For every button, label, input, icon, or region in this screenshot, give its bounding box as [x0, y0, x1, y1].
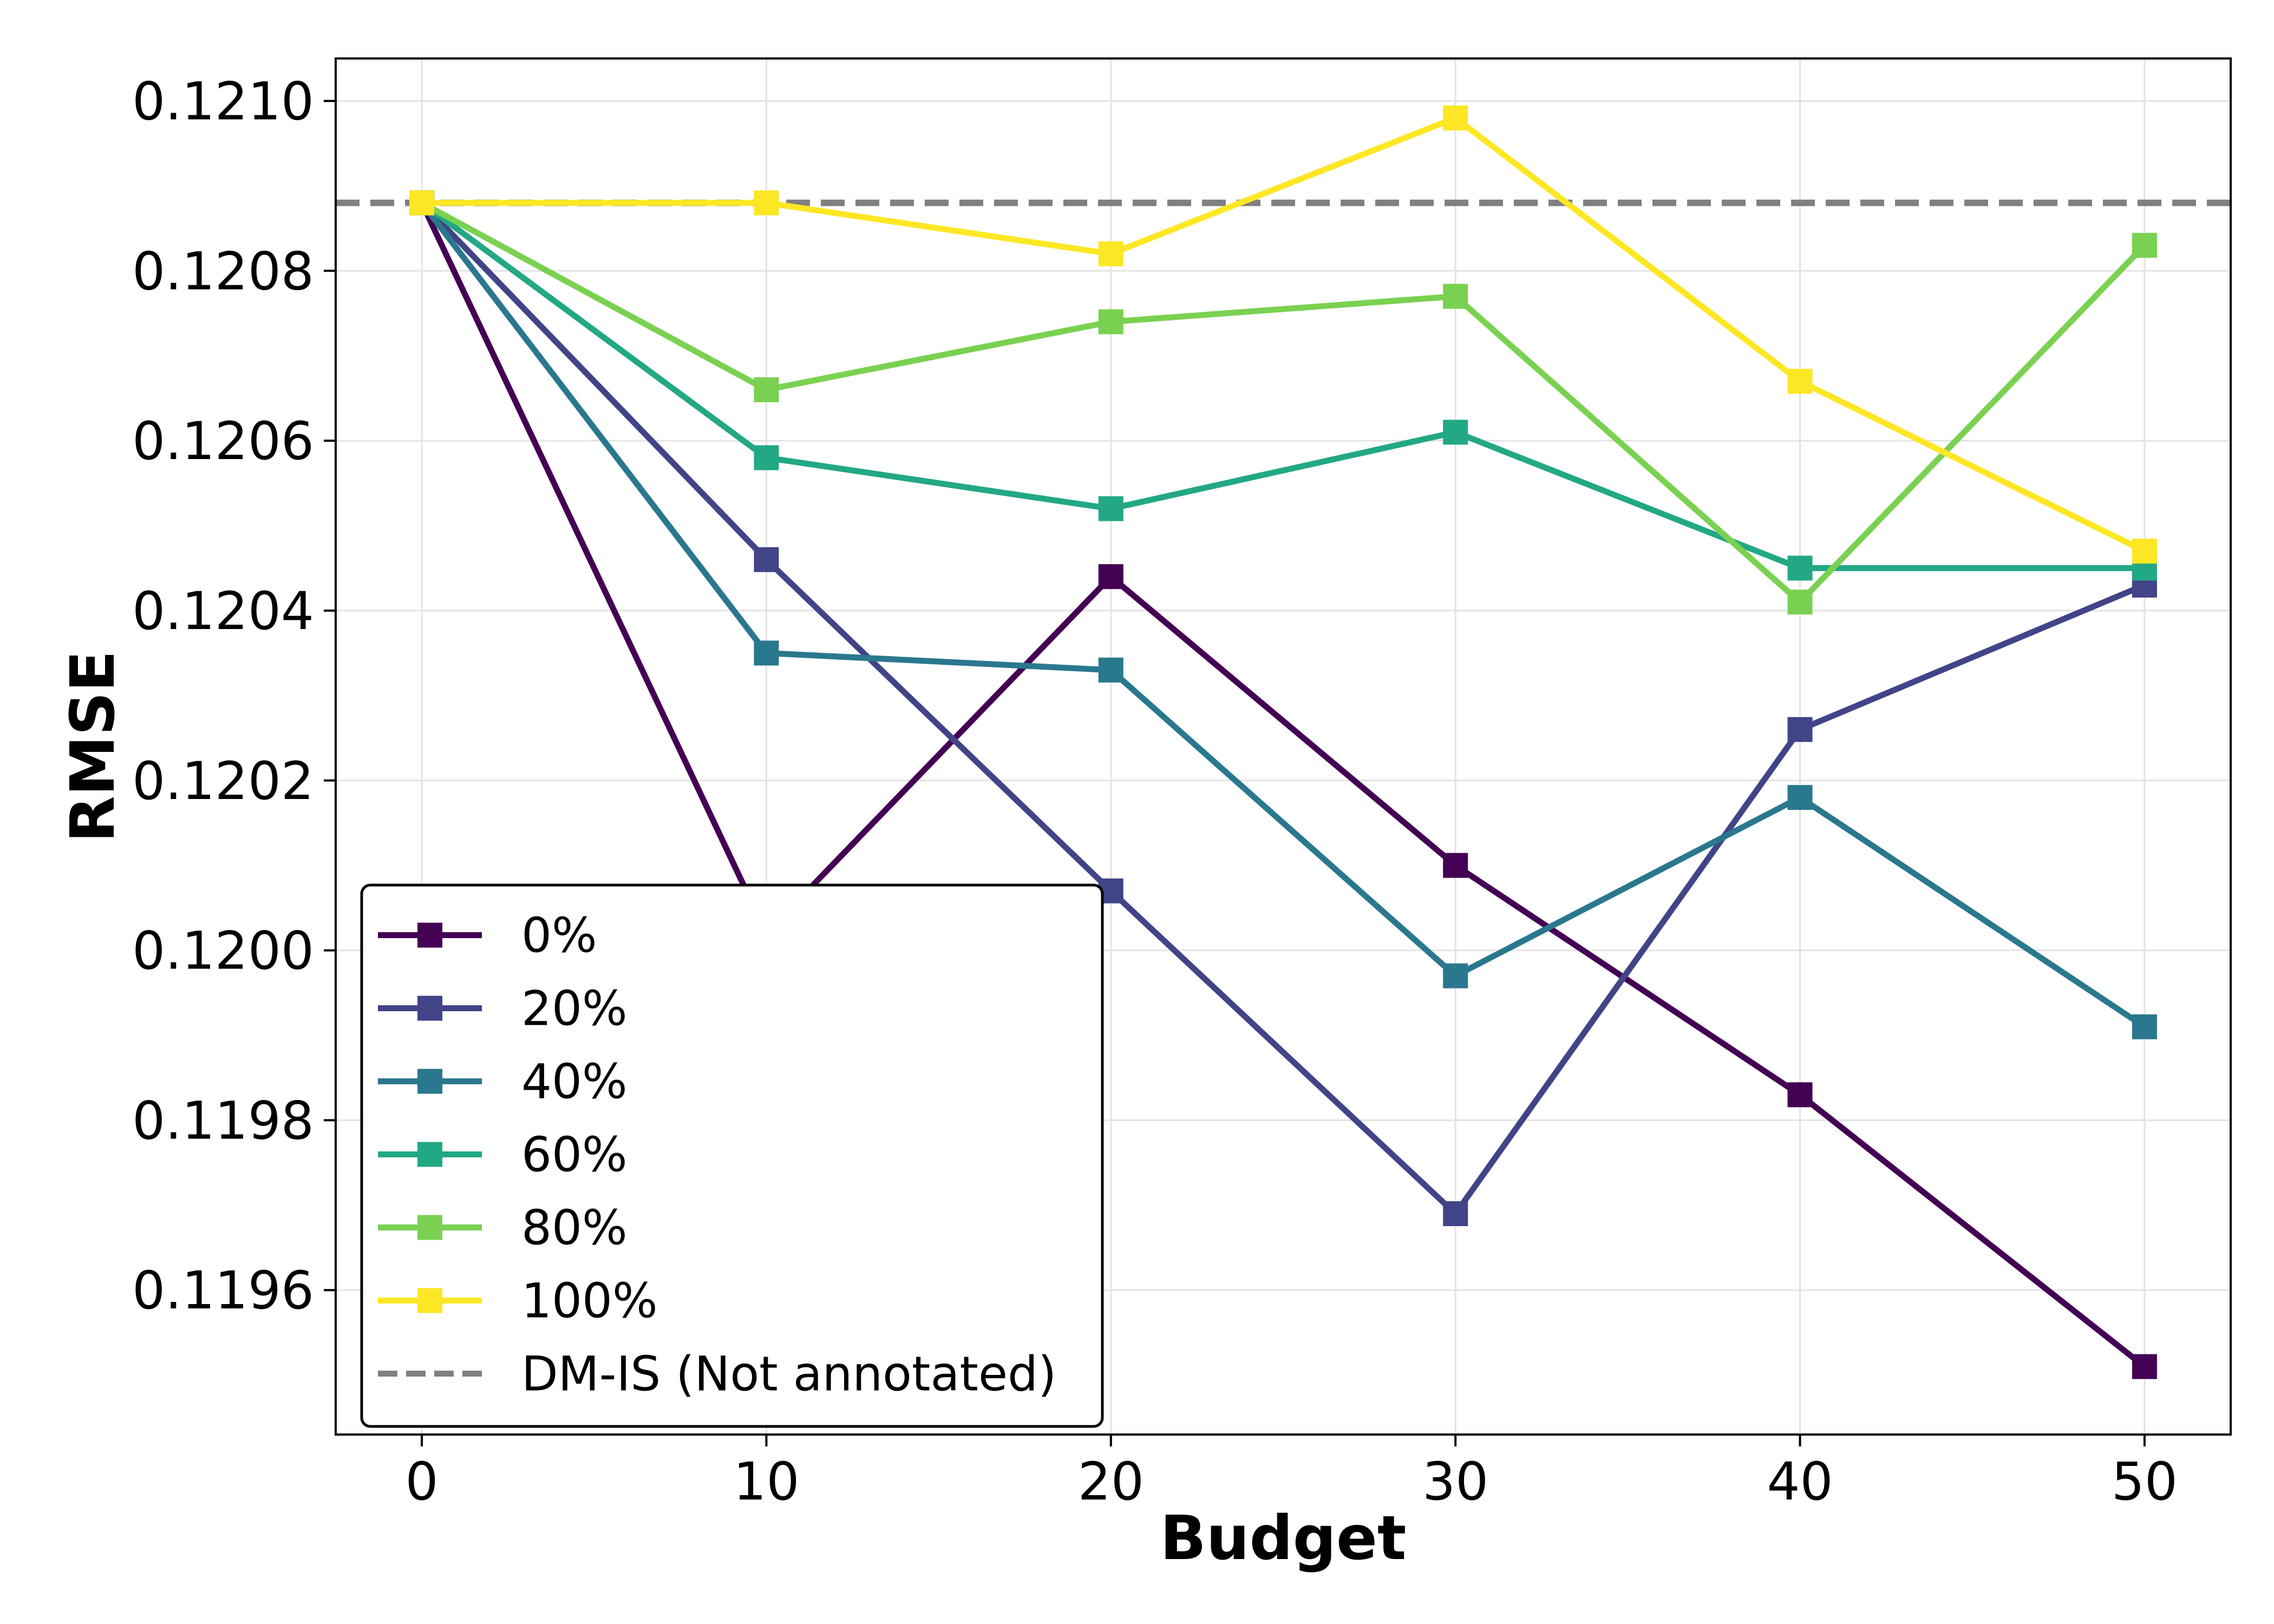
data-point	[754, 190, 779, 215]
data-point	[1098, 657, 1123, 683]
legend-label: 80%	[521, 1200, 628, 1256]
data-point	[2132, 1354, 2157, 1379]
data-point	[1443, 853, 1468, 878]
plot-frame	[335, 57, 2232, 1436]
data-point	[1787, 590, 1813, 615]
data-point	[754, 547, 779, 572]
legend-marker	[417, 1288, 442, 1313]
legend-item: 100%	[378, 1273, 658, 1329]
y-tick-label: 0.1200	[132, 921, 314, 981]
data-point	[1098, 241, 1123, 266]
data-point	[409, 190, 435, 215]
series-line	[420, 200, 2146, 1217]
data-point	[1787, 555, 1813, 581]
data-point	[1787, 785, 1813, 810]
series-line	[420, 200, 2145, 571]
x-tick-label: 40	[1767, 1451, 1833, 1512]
x-tick-label: 0	[406, 1451, 439, 1512]
y-tick-label: 0.1198	[132, 1090, 314, 1151]
legend: 0% 20% 40% 60% 80% 100% DM-IS (Not annotated)	[360, 883, 1104, 1428]
legend-item: 40%	[378, 1054, 628, 1110]
y-tick-label: 0.1204	[132, 581, 314, 641]
x-tick-label: 30	[1422, 1451, 1488, 1512]
legend-marker	[417, 1142, 442, 1167]
y-tick-label: 0.1206	[132, 411, 314, 472]
legend-label: 0%	[521, 908, 597, 964]
series-60%	[409, 190, 2157, 581]
data-point	[1098, 496, 1123, 521]
series-line	[420, 200, 2147, 605]
series-100%	[409, 105, 2157, 564]
data-point	[1098, 564, 1123, 590]
legend-item: 0%	[378, 908, 597, 964]
data-point	[2132, 1014, 2157, 1039]
x-tick-label: 20	[1078, 1451, 1144, 1512]
legend-marker	[417, 1069, 442, 1094]
data-point	[1443, 420, 1468, 445]
data-point	[754, 445, 779, 470]
series-layer	[409, 105, 2157, 1379]
legend-label: 100%	[521, 1273, 658, 1329]
series-line	[419, 201, 2147, 1369]
data-point	[1443, 1201, 1468, 1227]
data-point	[1787, 1082, 1813, 1108]
y-axis-title: RMSE	[58, 651, 128, 843]
legend-marker	[417, 1215, 442, 1240]
series-line	[419, 201, 2146, 1030]
y-tick-label: 0.1202	[132, 751, 314, 811]
legend-item: 80%	[378, 1200, 628, 1256]
data-point	[1787, 369, 1813, 394]
data-point	[1787, 717, 1813, 742]
x-axis-title: Budget	[1160, 1503, 1407, 1574]
data-point	[1443, 963, 1468, 988]
data-point	[754, 377, 779, 402]
legend-label: 20%	[521, 981, 628, 1037]
legend-item: DM-IS (Not annotated)	[378, 1346, 1056, 1402]
x-axis-ticks: 0 10 20 30 40 50	[406, 1435, 2178, 1512]
y-tick-label: 0.1210	[132, 71, 314, 132]
legend-label: 60%	[521, 1127, 628, 1183]
data-point	[2132, 539, 2157, 564]
x-tick-label: 50	[2112, 1451, 2178, 1512]
data-point	[754, 640, 779, 666]
legend-item: 20%	[378, 981, 628, 1037]
data-point	[1443, 284, 1468, 309]
data-point	[1098, 309, 1123, 335]
data-point	[2132, 233, 2157, 258]
y-tick-label: 0.1196	[132, 1260, 314, 1321]
data-point	[1443, 105, 1468, 130]
series-line	[422, 115, 2146, 554]
y-tick-label: 0.1208	[132, 241, 314, 302]
legend-label: 40%	[521, 1054, 628, 1110]
legend-marker	[417, 922, 442, 948]
series-80%	[409, 190, 2157, 615]
legend-box	[360, 883, 1104, 1428]
y-axis-ticks: 0.1196 0.1198 0.1200 0.1202 0.1204 0.1206 0.12…	[132, 71, 336, 1321]
legend-item: 60%	[378, 1127, 628, 1183]
legend-marker	[417, 996, 442, 1021]
legend-label: DM-IS (Not annotated)	[521, 1346, 1056, 1402]
x-tick-label: 10	[733, 1451, 799, 1512]
